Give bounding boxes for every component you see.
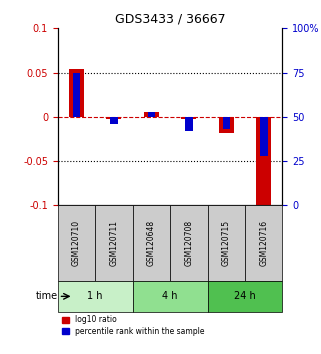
Text: GSM120708: GSM120708	[184, 220, 193, 266]
FancyBboxPatch shape	[208, 281, 282, 312]
FancyBboxPatch shape	[95, 205, 133, 281]
Bar	[110, 117, 118, 124]
Bar	[107, 117, 121, 119]
Text: 24 h: 24 h	[234, 291, 256, 301]
Text: GSM120648: GSM120648	[147, 220, 156, 266]
Text: time: time	[36, 291, 58, 301]
FancyBboxPatch shape	[58, 205, 95, 281]
Bar	[181, 117, 196, 119]
Legend: log10 ratio, percentile rank within the sample: log10 ratio, percentile rank within the …	[62, 315, 205, 336]
Title: GDS3433 / 36667: GDS3433 / 36667	[115, 13, 225, 26]
Text: GSM120711: GSM120711	[109, 220, 118, 266]
Bar	[69, 69, 84, 117]
Text: 4 h: 4 h	[162, 291, 178, 301]
FancyBboxPatch shape	[133, 281, 208, 312]
FancyBboxPatch shape	[245, 205, 282, 281]
Bar	[260, 117, 267, 156]
Text: GSM120715: GSM120715	[222, 220, 231, 266]
Bar	[144, 113, 159, 117]
Text: GSM120710: GSM120710	[72, 220, 81, 266]
FancyBboxPatch shape	[208, 205, 245, 281]
Bar	[222, 117, 230, 129]
FancyBboxPatch shape	[133, 205, 170, 281]
Bar	[219, 117, 234, 133]
Bar	[256, 117, 271, 210]
Bar	[148, 112, 155, 117]
Bar	[73, 73, 80, 117]
Text: 1 h: 1 h	[88, 291, 103, 301]
Bar	[185, 117, 193, 131]
Text: GSM120716: GSM120716	[259, 220, 268, 266]
FancyBboxPatch shape	[58, 281, 133, 312]
FancyBboxPatch shape	[170, 205, 208, 281]
